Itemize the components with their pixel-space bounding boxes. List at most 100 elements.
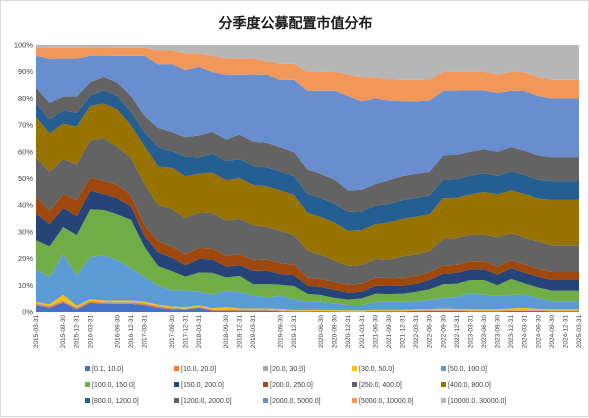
x-tick-label: 2023-09-30 [495,315,502,349]
y-tick-label: 80% [18,94,33,103]
legend-swatch [174,382,179,387]
x-tick-label: 2020-09-30 [332,315,339,349]
legend-swatch [263,398,268,403]
x-tick-label: 2016-12-31 [128,315,135,349]
legend-item: [150.0, 200.0] [174,382,224,389]
legend-swatch [263,366,268,371]
x-tick-label: 2018-09-30 [223,315,230,349]
x-tick-label: 2023-03-31 [467,315,474,349]
legend-label: [20.0, 30.0] [270,366,305,373]
legend-label: [800.0, 1200.0] [92,398,139,405]
x-tick-label: 2022-06-30 [427,315,434,349]
area-series [36,103,579,266]
x-axis: 2015-03-31 2015-09-30 2015-12-31 2016-03-31… [33,315,583,349]
legend-label: [30.0, 50.0] [359,366,394,373]
legend: [0.1, 10.0] [10.0, 20.0] [20.0, 30.0] [30.0… [85,366,506,405]
legend-label: [50.0, 100.0] [448,366,487,373]
legend-label: [200.0, 250.0] [270,382,313,389]
y-tick-label: 20% [18,254,33,263]
legend-label: [150.0, 200.0] [181,382,224,389]
x-tick-label: 2015-09-30 [60,315,67,349]
x-tick-label: 2022-09-30 [440,315,447,349]
area-series [36,302,579,312]
x-tick-label: 2024-03-31 [522,315,529,349]
x-tick-label: 2017-12-31 [182,315,189,349]
legend-swatch [263,382,268,387]
legend-swatch [174,398,179,403]
x-tick-label: 2021-03-31 [359,315,366,349]
legend-item: [100.0, 150.0] [85,382,135,389]
legend-label: [100.0, 150.0] [92,382,135,389]
area-series [36,300,579,312]
area-series [36,76,579,213]
x-tick-label: 2018-03-31 [196,315,203,349]
legend-swatch [85,366,90,371]
area-series [36,294,579,312]
legend-item: [0.1, 10.0] [85,366,123,373]
legend-item: [1200.0, 2000.0] [174,398,232,405]
legend-item: [5000.0, 10000.0] [352,398,414,405]
legend-swatch [174,366,179,371]
legend-swatch [352,398,357,403]
area-series [36,55,579,191]
legend-swatch [85,398,90,403]
x-tick-label: 2019-09-30 [277,315,284,349]
y-tick-label: 100% [14,41,34,50]
x-tick-label: 2017-03-31 [142,315,149,349]
area-series [36,138,579,285]
x-tick-label: 2022-03-31 [413,315,420,349]
legend-swatch [441,382,446,387]
legend-label: [1200.0, 2000.0] [181,398,232,405]
legend-label: [400.0, 800.0] [448,382,491,389]
legend-swatch [352,382,357,387]
x-tick-label: 2019-12-31 [291,315,298,349]
x-tick-label: 2020-12-31 [345,315,352,349]
y-tick-label: 40% [18,201,33,210]
legend-item: [20.0, 30.0] [263,366,305,373]
legend-swatch [85,382,90,387]
legend-label: [0.1, 10.0] [92,366,123,373]
x-tick-label: 2022-12-31 [454,315,461,349]
x-tick-label: 2016-09-30 [114,315,121,349]
x-tick-label: 2019-03-31 [250,315,257,349]
legend-item: [400.0, 800.0] [441,382,491,389]
y-tick-label: 30% [18,227,33,236]
y-axis: 0% 10% 20% 30% 40% 50% 60% 70% 80% 90% 100% [14,41,34,317]
area-series [36,177,579,293]
legend-label: [2000.0, 5000.0] [270,398,321,405]
legend-label: [10000.0, 30000.0] [448,398,506,405]
x-tick-label: 2023-06-30 [481,315,488,349]
x-tick-label: 2017-09-30 [169,315,176,349]
x-tick-label: 2021-09-30 [386,315,393,349]
y-tick-label: 60% [18,147,33,156]
area-series [36,190,579,300]
legend-label: [250.0, 400.0] [359,382,402,389]
y-tick-label: 50% [18,174,33,183]
legend-label: [5000.0, 10000.0] [359,398,414,405]
x-tick-label: 2016-03-31 [87,315,94,349]
legend-item: [30.0, 50.0] [352,366,394,373]
legend-item: [50.0, 100.0] [441,366,487,373]
area-series [36,254,579,311]
legend-item: [10.0, 20.0] [174,366,216,373]
legend-swatch [441,398,446,403]
x-tick-label: 2025-03-31 [576,315,583,349]
legend-item: [200.0, 250.0] [263,382,313,389]
x-tick-label: 2024-09-30 [549,315,556,349]
area-series [36,301,579,312]
legend-swatch [441,366,446,371]
x-tick-label: 2023-12-31 [508,315,515,349]
y-tick-label: 0% [22,308,33,317]
x-tick-label: 2015-12-31 [74,315,81,349]
area-layer [36,45,579,312]
x-tick-label: 2024-06-30 [535,315,542,349]
x-tick-label: 2024-12-31 [562,315,569,349]
y-tick-label: 70% [18,121,33,130]
area-series [36,45,579,80]
y-tick-label: 10% [18,281,33,290]
chart-title: 分季度公募配置市值分布 [219,15,373,32]
legend-label: [10.0, 20.0] [181,366,216,373]
x-tick-label: 2020-06-30 [318,315,325,349]
